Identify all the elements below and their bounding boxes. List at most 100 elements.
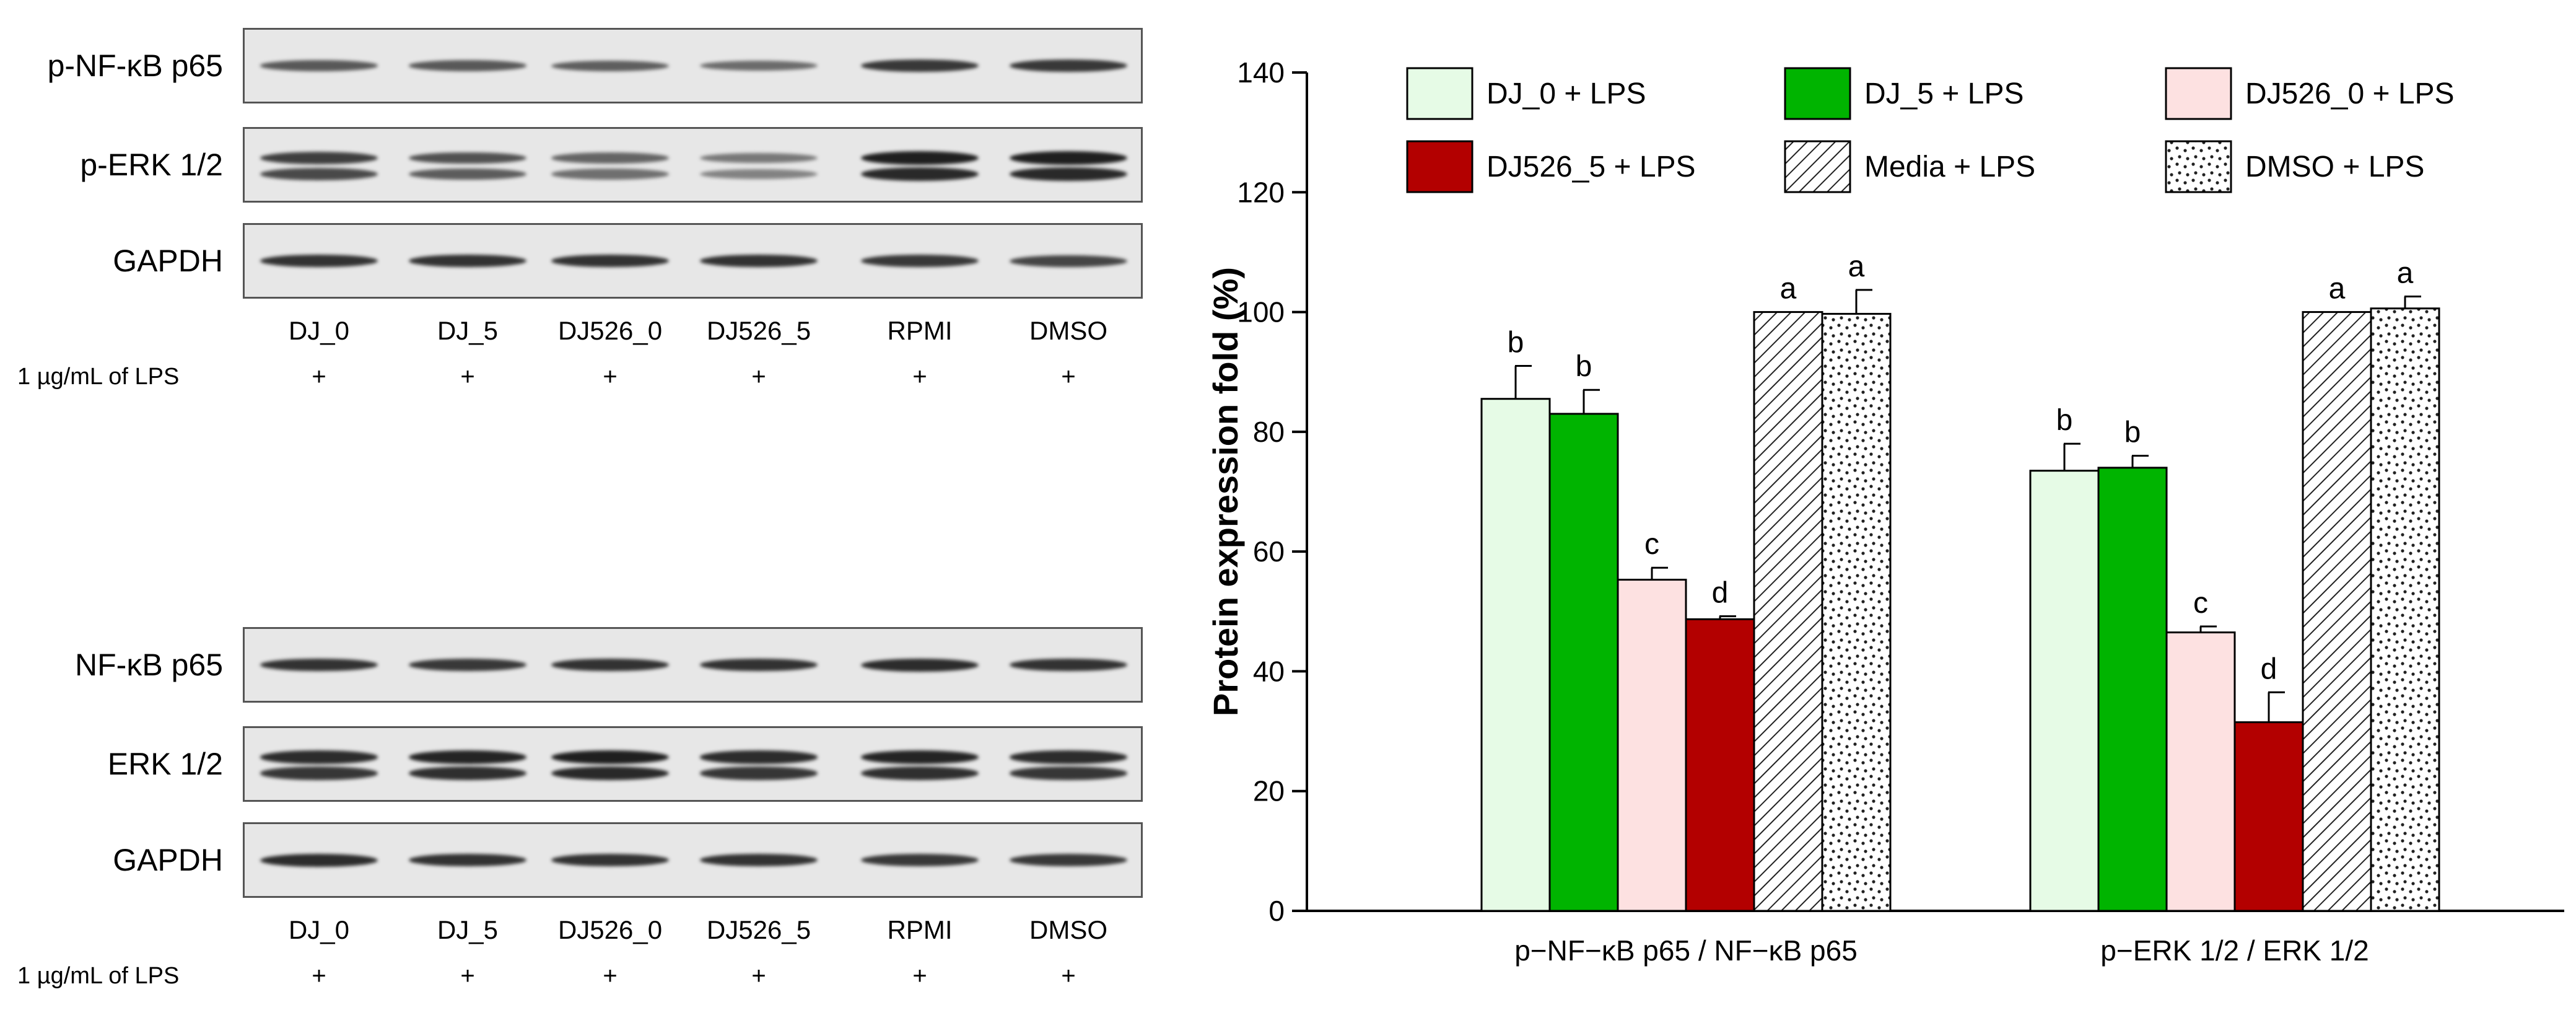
blot-band [551,658,669,672]
blot-strip [243,223,1143,299]
blot-band [861,766,979,780]
legend-label: DJ_5 + LPS [1864,77,2024,110]
y-axis-label: Protein expression fold (%) [1206,267,1245,716]
blot-row-label: p-ERK 1/2 [80,147,223,182]
blot-band [700,766,818,780]
blot-strip [243,627,1143,703]
blot-band [861,750,979,764]
legend-label: DMSO + LPS [2245,151,2424,183]
y-tick-label: 20 [1253,775,1285,807]
blot-band [551,853,669,867]
lane-label: DJ526_5 [706,915,811,944]
blot-band [409,60,526,71]
legend-label: Media + LPS [1864,151,2035,183]
blot-band [260,60,378,71]
y-tick-label: 120 [1237,176,1285,208]
bar [1617,579,1687,912]
lps-plus-mark: + [460,962,475,990]
blot-band [700,169,818,180]
blot-band [1010,59,1127,72]
y-tick-label: 40 [1253,655,1285,687]
significance-letter: b [2124,416,2141,449]
lane-label: DJ_5 [437,915,499,944]
blot-band [1010,167,1127,181]
blot-band [260,750,378,764]
blot-band [700,750,818,764]
blot-band [1010,750,1127,764]
blot-band [551,169,669,180]
lane-label: DJ_0 [288,915,350,944]
legend-label: DJ526_5 + LPS [1487,151,1696,183]
blot-band [409,659,526,671]
blot-band [260,152,378,164]
lps-label: 1 µg/mL of LPS [17,364,180,390]
y-tick-label: 60 [1253,535,1285,568]
blot-band [700,853,818,867]
lps-label: 1 µg/mL of LPS [17,963,180,989]
blot-row-label: NF-κB p65 [75,648,223,682]
blot-band [861,167,979,181]
lane-label: DJ526_5 [706,316,811,345]
y-tick-label: 100 [1237,296,1285,328]
blot-band [260,766,378,780]
lane-label: RPMI [887,915,953,944]
blot-band [409,766,526,780]
western-blot-panel: p-NF-κB p65 p-ERK 1/2 GAPDH DJ_0 + DJ_5 + DJ526… [0,0,1177,1010]
blot-band [1010,766,1127,780]
legend-swatch [1406,140,1474,193]
blot-band [1010,151,1127,165]
legend-swatch [1406,67,1474,120]
blot-row-label: ERK 1/2 [107,747,223,781]
blot-strip [243,726,1143,802]
lane-label: DJ_0 [288,316,350,345]
significance-letter: a [1848,250,1865,283]
bar [1480,398,1551,912]
blot-band [260,254,378,268]
bar [2233,721,2304,912]
lane-label: DMSO [1029,915,1107,944]
significance-letter: a [2397,257,2414,289]
lps-plus-mark: + [912,363,927,390]
significance-letter: a [1780,273,1797,305]
blot-band [409,168,526,180]
bar [2370,307,2440,912]
x-category-label: p−NF−κB p65 / NF−κB p65 [1514,934,1858,967]
blot-row-label: p-NF-κB p65 [47,48,223,83]
lps-plus-mark: + [603,363,618,390]
bar [1548,413,1619,912]
lps-plus-mark: + [312,962,326,990]
significance-letter: b [1508,327,1524,359]
legend-label: DJ526_0 + LPS [2245,77,2455,110]
blot-band [700,152,818,164]
lps-plus-mark: + [312,363,326,390]
blot-band [409,152,526,164]
blot-band [551,766,669,780]
blot-band [1010,255,1127,267]
blot-band [861,854,979,866]
x-category-label: p−ERK 1/2 / ERK 1/2 [2100,934,2369,967]
blot-band [409,254,526,268]
blot-strip [243,822,1143,898]
blot-strip [243,127,1143,203]
y-tick-label: 140 [1237,56,1285,89]
blot-row-label: GAPDH [113,244,223,278]
lps-plus-mark: + [460,363,475,390]
blot-band [260,853,378,867]
bar [2165,631,2236,912]
significance-letter: c [2193,587,2208,620]
significance-letter: a [2329,273,2346,305]
blot-strip [243,28,1143,103]
lps-plus-mark: + [603,962,618,990]
y-tick-label: 80 [1253,416,1285,448]
significance-letter: d [2261,652,2277,685]
blot-band [551,750,669,764]
legend-swatch [2165,67,2232,120]
significance-letter: b [1576,350,1592,383]
blot-band [700,61,818,71]
lane-label: DMSO [1029,316,1107,345]
lane-label: DJ526_0 [557,915,663,944]
lps-plus-mark: + [912,962,927,990]
blot-band [861,151,979,165]
bar [2302,311,2372,912]
legend-swatch [1784,140,1851,193]
